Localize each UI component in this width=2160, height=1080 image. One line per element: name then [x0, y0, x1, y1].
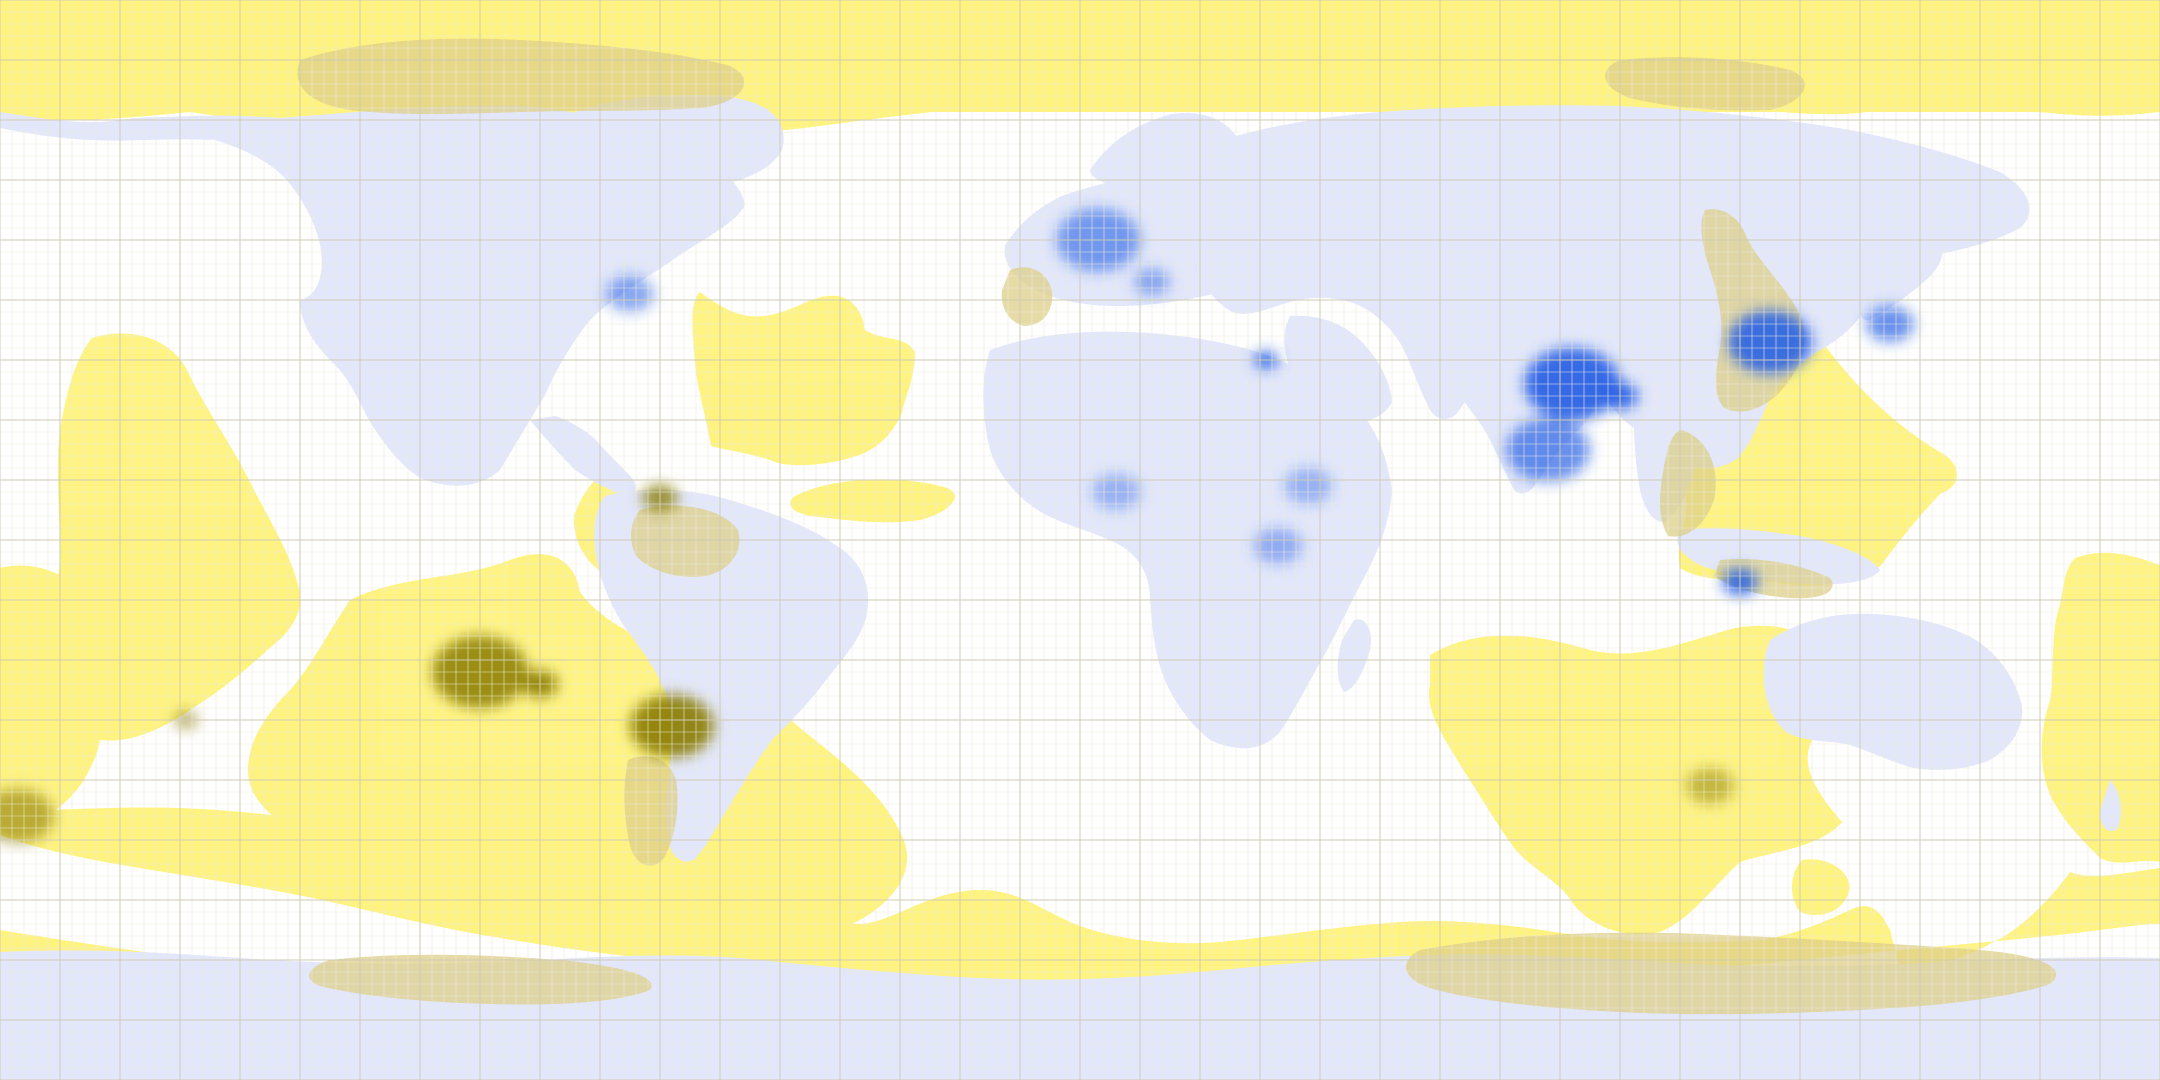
eastern-china-hotspot: [1728, 310, 1812, 374]
land-north-america: [40, 105, 745, 486]
land-australia: [1764, 613, 2023, 770]
antipode-us-hotspot: [1686, 768, 1734, 804]
overlap-colombia: [631, 505, 740, 578]
land-arctic-islands: [0, 112, 220, 141]
overlap-argentina: [624, 756, 678, 866]
antipode-asia-pacific: [47, 333, 301, 741]
land-new-zealand: [2100, 780, 2121, 832]
northeast-us-hotspot: [606, 276, 654, 312]
antipode-new-guinea: [790, 479, 955, 523]
overlap-antarctica: [1406, 932, 2057, 1015]
overlap-southeast-asia: [1660, 430, 1716, 537]
land-madagascar: [1337, 619, 1372, 692]
land-central-america: [530, 416, 636, 495]
antipode-australia: [692, 292, 915, 466]
east-africa-hotspot: [1254, 528, 1302, 564]
land-south-america: [594, 489, 869, 862]
antipode-africa-horn: [1791, 859, 1850, 915]
overlap-greenland: [297, 38, 745, 114]
overlap-spain: [1001, 267, 1053, 326]
overlap-layer: [297, 38, 2057, 1015]
